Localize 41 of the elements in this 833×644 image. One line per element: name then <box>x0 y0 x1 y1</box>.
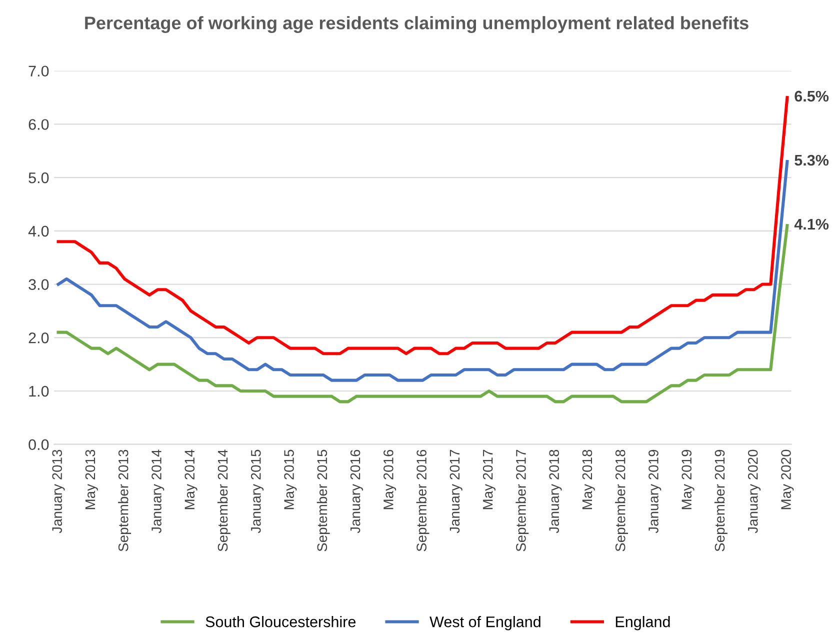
y-tick-label: 4.0 <box>28 226 49 237</box>
x-tick-label: January 2015 <box>250 450 264 534</box>
x-tick-label: May 2018 <box>582 450 595 510</box>
x-tick-label: May 2016 <box>384 450 396 510</box>
chart-title: Percentage of working age residents claiming unemployment related benefits <box>85 16 748 34</box>
x-tick-label: May 2019 <box>682 450 694 510</box>
line-series <box>56 160 789 382</box>
x-tick-label: September 2014 <box>217 450 230 552</box>
y-tick-label: 6.0 <box>28 119 49 130</box>
y-tick-label: 1.0 <box>29 386 49 397</box>
x-tick-label: May 2015 <box>284 450 297 510</box>
y-tick-label: 5.0 <box>28 172 49 184</box>
x-tick-label: September 2013 <box>118 450 132 552</box>
x-tick-label: May 2017 <box>482 450 496 510</box>
x-tick-label: January 2014 <box>152 450 164 534</box>
legend-label: South Gloucestershire <box>206 616 356 628</box>
y-tick-label: 0.0 <box>28 439 49 450</box>
line-series <box>56 224 789 404</box>
data-label: 6.5% <box>794 90 829 102</box>
y-tick-label: 3.0 <box>28 279 49 290</box>
data-label: 4.1% <box>794 218 829 230</box>
x-tick-label: September 2015 <box>316 450 330 552</box>
x-tick-label: January 2019 <box>648 450 662 534</box>
y-tick-label: 2.0 <box>28 332 49 344</box>
x-tick-label: May 2020 <box>781 450 794 510</box>
x-tick-label: January 2017 <box>450 450 462 534</box>
x-tick-label: January 2018 <box>549 450 562 534</box>
x-tick-label: May 2014 <box>184 450 198 510</box>
legend-label: England <box>616 616 670 630</box>
data-label: 5.3% <box>794 154 829 166</box>
x-tick-label: September 2018 <box>615 450 628 552</box>
y-tick-label: 7.0 <box>28 66 49 77</box>
x-tick-label: January 2016 <box>350 450 363 534</box>
x-tick-label: May 2013 <box>85 450 98 510</box>
x-tick-label: September 2016 <box>416 450 430 552</box>
line-series <box>56 96 789 356</box>
x-tick-label: September 2017 <box>516 450 529 552</box>
x-tick-label: January 2020 <box>748 450 761 534</box>
legend-label: West of England <box>430 616 540 630</box>
x-tick-label: September 2019 <box>714 450 728 552</box>
x-tick-label: January 2013 <box>52 450 65 534</box>
